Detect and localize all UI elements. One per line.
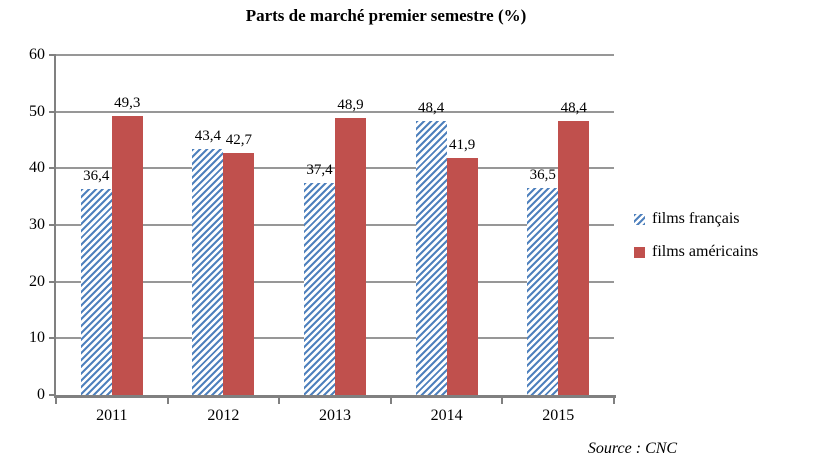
bar-value-label: 36,5	[529, 167, 556, 184]
bar-value-label: 41,9	[448, 136, 476, 153]
gridline	[56, 110, 614, 113]
bar-films-francais-2015	[527, 188, 559, 395]
bar-films-francais-2012	[192, 149, 224, 395]
bar-films-americains-2014	[446, 157, 478, 395]
x-axis-category-label: 2015	[542, 407, 575, 424]
x-axis-category-label: 2013	[318, 407, 351, 424]
y-axis-tick	[49, 224, 56, 226]
x-axis-category-label: 2014	[430, 407, 463, 424]
x-axis-tick	[501, 398, 504, 404]
y-axis-tick	[49, 167, 56, 170]
y-axis-tick-label: 50	[29, 102, 45, 120]
y-axis-tick-label: 60	[29, 46, 45, 63]
bar-value-label: 48,9	[337, 96, 364, 113]
x-axis-tick	[55, 398, 57, 404]
y-axis-tick-label: 30	[29, 216, 45, 233]
x-axis-category-label: 2012	[207, 407, 240, 424]
y-axis-tick	[49, 280, 56, 283]
legend-label-films-francais: films français	[652, 210, 740, 227]
bar-films-americains-2011	[111, 115, 143, 395]
y-axis-tick-label: 40	[29, 159, 45, 177]
y-axis-tick	[49, 54, 56, 56]
bar-value-label: 48,4	[417, 99, 445, 116]
y-axis-tick-label: 10	[29, 329, 45, 347]
source-note: Source : CNC	[587, 440, 678, 457]
legend-label-films-americains: films américains	[652, 243, 759, 260]
y-axis-tick	[49, 337, 56, 340]
bar-value-label: 36,4	[83, 167, 110, 184]
x-axis-tick	[278, 398, 281, 404]
y-axis-line	[54, 54, 56, 396]
y-axis-tick-label: 20	[29, 272, 45, 290]
bar-value-label: 37,4	[306, 162, 333, 179]
x-axis-line	[54, 395, 616, 398]
legend-swatch-films-americains	[634, 246, 645, 258]
bar-value-label: 48,4	[560, 99, 587, 116]
bar-value-label: 49,3	[114, 94, 141, 111]
legend-item-films-francais: films français	[634, 208, 758, 230]
x-axis-tick	[389, 398, 392, 404]
chart-title: Parts de marché premier semestre (%)	[245, 6, 527, 25]
bar-films-francais-2011	[80, 188, 112, 395]
legend-swatch-films-francais	[634, 213, 645, 225]
bar-value-label: 42,7	[225, 132, 253, 149]
bar-films-americains-2015	[558, 120, 590, 395]
bar-films-americains-2013	[335, 117, 366, 395]
y-axis-tick-label: 0	[37, 386, 45, 403]
bar-films-francais-2014	[415, 120, 447, 395]
bar-value-label: 43,4	[194, 128, 222, 145]
y-axis-tick	[49, 394, 56, 396]
x-axis-tick	[613, 398, 615, 404]
gridline	[56, 54, 614, 56]
x-axis-category-label: 2011	[96, 407, 128, 424]
bar-films-americains-2012	[223, 153, 255, 395]
legend: films français films américains	[634, 208, 758, 274]
x-axis-tick	[166, 398, 169, 404]
bar-films-francais-2013	[304, 183, 335, 395]
y-axis-tick	[49, 110, 56, 113]
legend-item-films-americains: films américains	[634, 241, 758, 263]
